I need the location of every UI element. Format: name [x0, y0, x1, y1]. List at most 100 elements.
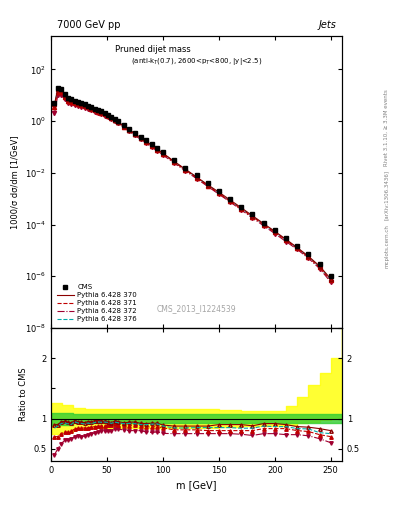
Pythia 6.428 376 [295, 245, 299, 251]
Pythia 6.428 376 [217, 190, 221, 196]
CMS [306, 251, 311, 258]
Legend: CMS, Pythia 6.428 370, Pythia 6.428 371, Pythia 6.428 372, Pythia 6.428 376: CMS, Pythia 6.428 370, Pythia 6.428 371,… [55, 282, 139, 325]
Pythia 6.428 371 [112, 117, 117, 123]
Pythia 6.428 372 [239, 207, 244, 213]
Pythia 6.428 370 [261, 221, 266, 227]
CMS [172, 157, 176, 163]
Pythia 6.428 370 [69, 97, 73, 103]
Pythia 6.428 376 [155, 146, 160, 153]
Text: CMS_2013_I1224539: CMS_2013_I1224539 [157, 305, 236, 313]
Pythia 6.428 376 [138, 135, 143, 141]
Pythia 6.428 372 [205, 183, 210, 189]
Pythia 6.428 370 [228, 197, 232, 203]
Pythia 6.428 372 [228, 199, 232, 205]
Pythia 6.428 372 [272, 230, 277, 237]
Line: Pythia 6.428 376: Pythia 6.428 376 [55, 89, 331, 280]
Pythia 6.428 370 [250, 212, 255, 219]
Pythia 6.428 372 [59, 92, 64, 98]
Pythia 6.428 371 [55, 89, 60, 95]
Pythia 6.428 371 [239, 206, 244, 212]
CMS [295, 243, 299, 249]
Pythia 6.428 376 [52, 102, 57, 108]
Pythia 6.428 371 [127, 127, 132, 134]
Pythia 6.428 376 [106, 112, 110, 118]
Pythia 6.428 376 [109, 115, 114, 121]
CMS [228, 196, 232, 202]
Pythia 6.428 370 [132, 131, 137, 137]
X-axis label: m [GeV]: m [GeV] [176, 480, 217, 490]
Pythia 6.428 370 [127, 126, 132, 133]
Pythia 6.428 372 [172, 160, 176, 166]
Pythia 6.428 376 [239, 205, 244, 211]
CMS [239, 203, 244, 209]
Pythia 6.428 376 [82, 102, 87, 109]
Pythia 6.428 371 [116, 119, 121, 125]
CMS [183, 164, 188, 170]
Pythia 6.428 370 [103, 110, 107, 116]
CMS [144, 137, 149, 143]
Pythia 6.428 372 [75, 103, 80, 109]
Pythia 6.428 371 [329, 277, 333, 283]
CMS [79, 100, 84, 106]
CMS [121, 122, 126, 129]
Pythia 6.428 376 [194, 174, 199, 180]
Pythia 6.428 371 [96, 109, 101, 115]
Pythia 6.428 371 [106, 113, 110, 119]
Pythia 6.428 370 [144, 138, 149, 144]
Pythia 6.428 376 [149, 142, 154, 148]
CMS [66, 95, 70, 101]
Text: [arXiv:1306.3436]: [arXiv:1306.3436] [384, 169, 389, 220]
Pythia 6.428 371 [272, 229, 277, 236]
Pythia 6.428 372 [66, 100, 70, 106]
Pythia 6.428 372 [116, 120, 121, 126]
Pythia 6.428 371 [149, 143, 154, 149]
CMS [284, 235, 288, 241]
Pythia 6.428 370 [138, 135, 143, 141]
Pythia 6.428 372 [89, 108, 94, 114]
Pythia 6.428 371 [72, 100, 77, 106]
Pythia 6.428 376 [121, 123, 126, 129]
Pythia 6.428 371 [317, 264, 322, 270]
Pythia 6.428 371 [89, 106, 94, 112]
Pythia 6.428 371 [138, 135, 143, 141]
Line: Pythia 6.428 371: Pythia 6.428 371 [55, 92, 331, 280]
Pythia 6.428 371 [99, 110, 104, 116]
Pythia 6.428 370 [96, 108, 101, 114]
Pythia 6.428 372 [92, 109, 97, 115]
Pythia 6.428 376 [161, 150, 165, 156]
Pythia 6.428 370 [52, 101, 57, 108]
Pythia 6.428 370 [155, 146, 160, 152]
Pythia 6.428 376 [99, 109, 104, 115]
Pythia 6.428 370 [306, 253, 311, 259]
Pythia 6.428 376 [172, 159, 176, 165]
Pythia 6.428 372 [69, 101, 73, 107]
CMS [250, 211, 255, 218]
Text: mcplots.cern.ch: mcplots.cern.ch [384, 224, 389, 268]
Pythia 6.428 372 [161, 152, 165, 158]
CMS [155, 145, 160, 151]
Pythia 6.428 376 [103, 111, 107, 117]
Pythia 6.428 370 [194, 174, 199, 180]
Pythia 6.428 371 [62, 94, 67, 100]
Text: (anti-k$_T$(0.7), 2600<p$_T$<800, |y|<2.5): (anti-k$_T$(0.7), 2600<p$_T$<800, |y|<2.… [131, 56, 262, 67]
Pythia 6.428 372 [127, 129, 132, 135]
Pythia 6.428 372 [55, 92, 60, 98]
Pythia 6.428 370 [62, 92, 67, 98]
Pythia 6.428 370 [329, 276, 333, 282]
Pythia 6.428 370 [75, 100, 80, 106]
Pythia 6.428 370 [59, 87, 64, 93]
CMS [55, 84, 60, 91]
Y-axis label: Ratio to CMS: Ratio to CMS [18, 368, 28, 421]
Pythia 6.428 371 [183, 167, 188, 173]
Pythia 6.428 370 [55, 86, 60, 92]
Text: Rivet 3.1.10, ≥ 3.3M events: Rivet 3.1.10, ≥ 3.3M events [384, 90, 389, 166]
Text: 7000 GeV pp: 7000 GeV pp [57, 20, 120, 30]
Pythia 6.428 372 [329, 279, 333, 285]
Pythia 6.428 370 [205, 182, 210, 188]
Pythia 6.428 371 [109, 115, 114, 121]
Pythia 6.428 372 [295, 246, 299, 252]
CMS [116, 118, 121, 124]
Pythia 6.428 371 [306, 254, 311, 260]
Pythia 6.428 376 [92, 106, 97, 113]
Pythia 6.428 376 [205, 182, 210, 188]
